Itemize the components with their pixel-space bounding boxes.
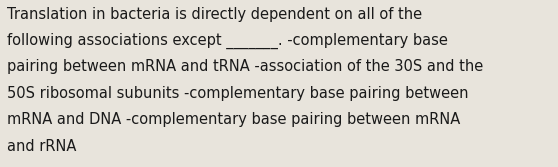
Text: pairing between mRNA and tRNA -association of the 30S and the: pairing between mRNA and tRNA -associati… [7, 59, 483, 74]
Text: and rRNA: and rRNA [7, 139, 76, 154]
Text: mRNA and DNA -complementary base pairing between mRNA: mRNA and DNA -complementary base pairing… [7, 112, 460, 127]
Text: following associations except _______. -complementary base: following associations except _______. -… [7, 33, 448, 49]
Text: 50S ribosomal subunits -complementary base pairing between: 50S ribosomal subunits -complementary ba… [7, 86, 469, 101]
Text: Translation in bacteria is directly dependent on all of the: Translation in bacteria is directly depe… [7, 7, 422, 22]
